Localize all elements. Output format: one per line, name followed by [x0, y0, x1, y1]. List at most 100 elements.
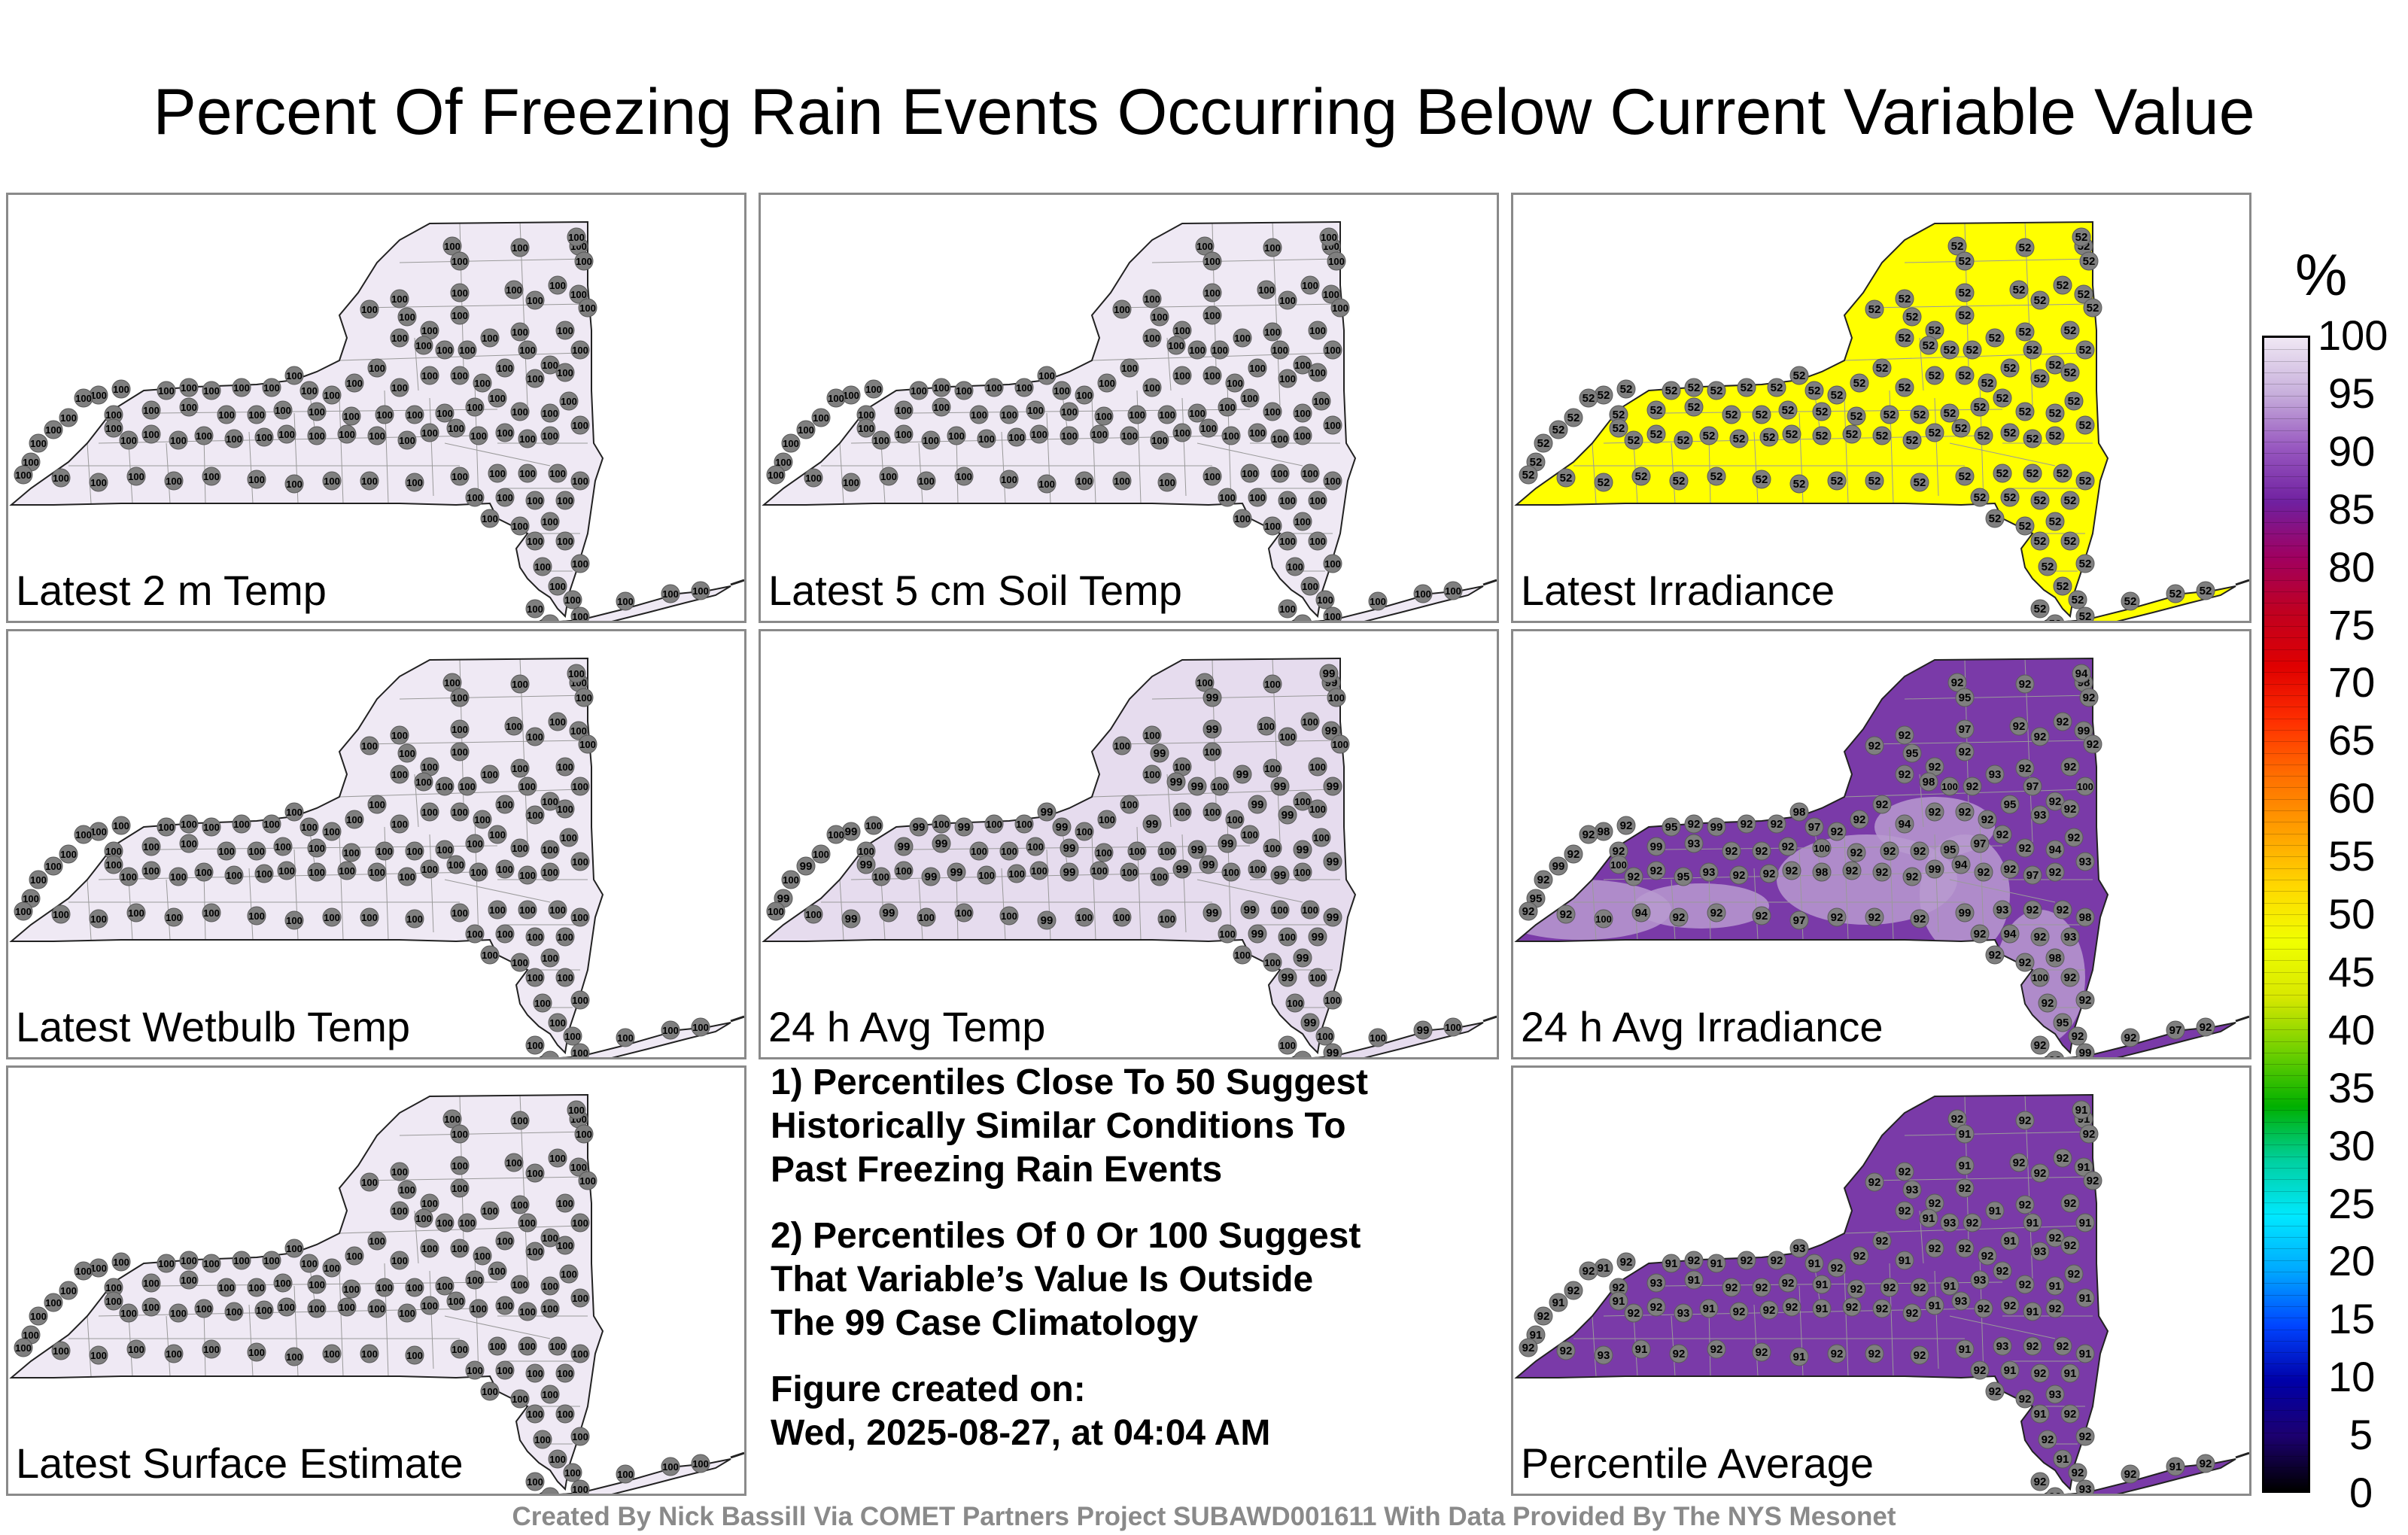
station-value: 100 — [1174, 325, 1190, 336]
station-marker: 92 — [1970, 1360, 1990, 1380]
station-value: 99 — [935, 837, 948, 850]
station-marker: 100 — [1812, 838, 1832, 858]
station-value: 92 — [2049, 1491, 2062, 1496]
county-line — [399, 695, 588, 700]
station-value: 100 — [301, 385, 318, 397]
station-value: 100 — [1445, 585, 1461, 597]
station-marker: 93 — [2075, 1479, 2095, 1494]
station-value: 92 — [1710, 907, 1723, 919]
station-marker: 100 — [495, 924, 515, 944]
station-value: 100 — [203, 1344, 220, 1355]
station-value: 100 — [105, 1296, 122, 1307]
station-value: 52 — [1966, 344, 1979, 357]
station-value: 100 — [1328, 256, 1345, 267]
station-marker: 92 — [2079, 688, 2099, 707]
station-value: 99 — [1327, 911, 1339, 924]
station-marker: 93 — [1951, 1291, 1971, 1311]
station-value: 92 — [2068, 1268, 2081, 1281]
station-value: 100 — [512, 1115, 528, 1126]
station-marker: 99 — [921, 867, 941, 886]
station-value: 100 — [783, 874, 799, 886]
station-value: 100 — [181, 838, 197, 850]
station-value: 100 — [858, 846, 874, 857]
station-marker: 92 — [2045, 1228, 2065, 1248]
station-value: 100 — [45, 424, 62, 436]
station-marker: 99 — [1202, 688, 1222, 707]
station-marker: 100 — [954, 903, 974, 923]
station-marker: 52 — [2023, 429, 2042, 448]
station-value: 52 — [1756, 473, 1768, 486]
station-value: 93 — [1703, 866, 1716, 879]
station-value: 92 — [1567, 1284, 1580, 1297]
map-panel-24h-avg-irradiance: 92 95 92 98 92 94 92 92 95 97 92 92 92 99 92 92 92 98 100 9… — [1511, 629, 2251, 1059]
station-marker: 100 — [179, 1270, 199, 1290]
station-marker: 100 — [541, 614, 559, 621]
station-marker: 52 — [2072, 227, 2091, 247]
station-marker: 92 — [2015, 758, 2035, 778]
station-value: 100 — [865, 820, 882, 831]
station-value: 100 — [527, 1168, 543, 1179]
station-value: 100 — [1038, 370, 1055, 381]
county-line — [429, 834, 434, 933]
county-line — [1904, 258, 2093, 263]
station-marker: 52 — [1579, 388, 1598, 408]
station-marker: 52 — [2030, 491, 2050, 510]
station-value: 100 — [579, 1175, 596, 1187]
station-value: 100 — [489, 1341, 506, 1352]
station-value: 52 — [1650, 428, 1663, 441]
station-value: 92 — [1899, 1166, 1911, 1178]
percentile-gradient-blob — [1634, 883, 1769, 929]
station-marker: 99 — [1037, 910, 1057, 930]
station-value: 99 — [883, 907, 895, 919]
station-value: 100 — [233, 1255, 250, 1266]
station-marker: 100 — [518, 1213, 537, 1233]
station-marker: 52 — [2068, 590, 2087, 609]
station-value: 52 — [1763, 431, 1776, 444]
station-value: 100 — [361, 1348, 378, 1360]
station-marker: 100 — [548, 464, 567, 483]
station-marker: 100 — [1270, 340, 1290, 360]
station-marker: 100 — [337, 861, 357, 880]
station-marker: 93 — [1940, 1213, 1960, 1233]
station-marker: 100 — [1263, 838, 1282, 858]
station-marker: 100 — [360, 1344, 379, 1363]
station-value: 92 — [2064, 803, 2077, 816]
station-marker: 99 — [1187, 777, 1207, 796]
station-value: 100 — [361, 740, 378, 752]
station-marker: 100 — [548, 1148, 567, 1168]
station-marker: 52 — [1737, 378, 1756, 397]
station-value: 100 — [1204, 746, 1221, 758]
station-marker: 100 — [397, 743, 417, 763]
station-marker: 100 — [284, 910, 304, 930]
station-value: 100 — [1038, 479, 1055, 490]
station-marker: 92 — [1872, 795, 1892, 814]
station-marker: 100 — [397, 430, 417, 450]
station-value: 100 — [1324, 558, 1341, 570]
station-value: 100 — [1227, 814, 1243, 825]
station-value: 99 — [898, 840, 911, 853]
station-value: 52 — [1725, 409, 1738, 421]
station-value: 99 — [1710, 821, 1723, 834]
station-marker: 100 — [1240, 825, 1260, 844]
station-value: 99 — [1041, 914, 1054, 927]
colorbar — [2262, 336, 2310, 1493]
station-marker: 100 — [488, 1261, 507, 1281]
station-marker: 100 — [157, 817, 176, 837]
station-value: 100 — [576, 256, 592, 267]
station-value: 100 — [512, 763, 528, 774]
station-marker: 100 — [450, 1156, 470, 1175]
station-marker: 100 — [480, 509, 500, 528]
station-marker: 99 — [1060, 862, 1079, 882]
station-marker: 91 — [1985, 1201, 2005, 1220]
station-value: 100 — [512, 406, 528, 418]
station-value: 52 — [1635, 470, 1648, 483]
station-value: 100 — [444, 1114, 461, 1125]
station-value: 100 — [421, 325, 438, 336]
station-marker: 92 — [1925, 757, 1944, 777]
station-value: 52 — [1808, 385, 1821, 397]
station-marker: 100 — [442, 673, 462, 692]
station-marker: 99 — [1319, 664, 1339, 683]
station-value: 100 — [497, 864, 513, 875]
station-value: 100 — [489, 393, 506, 404]
